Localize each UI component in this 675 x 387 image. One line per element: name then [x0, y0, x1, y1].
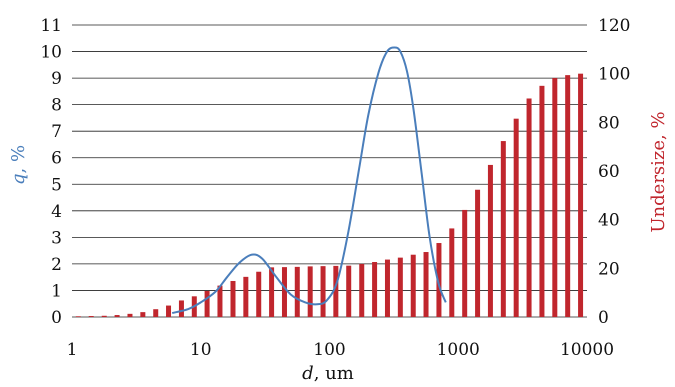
undersize-bar [101, 315, 107, 317]
undersize-bar [269, 267, 275, 317]
y-right-tick-label: 40 [598, 211, 620, 231]
undersize-bar [487, 164, 493, 317]
y-right-tick-label: 0 [598, 308, 609, 328]
undersize-bar [462, 209, 468, 317]
undersize-bar [75, 316, 81, 317]
undersize-bar [359, 263, 365, 317]
y-left-tick-label: 6 [51, 149, 62, 169]
y-left-axis-title: q, % [8, 145, 29, 185]
y-right-tick-label: 120 [598, 16, 630, 36]
undersize-bar [114, 315, 120, 317]
q-series-line [171, 46, 447, 314]
y-left-axis-title-unit: , % [8, 145, 29, 174]
y-left-tick-label: 4 [51, 202, 62, 222]
undersize-bar [204, 290, 210, 317]
y-left-tick-label: 0 [51, 308, 62, 328]
undersize-bar [578, 73, 584, 317]
y-right-tick-label: 60 [598, 162, 620, 182]
y-left-axis-title-var: q [8, 174, 29, 186]
undersize-bar [307, 266, 313, 317]
undersize-bar [500, 141, 506, 317]
undersize-bar [436, 243, 442, 317]
undersize-bar [166, 305, 172, 317]
y-left-tick-label: 10 [40, 43, 62, 63]
undersize-bar [539, 85, 545, 317]
x-tick-label: 1000 [437, 340, 480, 360]
undersize-bar [230, 280, 236, 317]
x-axis-title: d, um [302, 363, 354, 383]
y-right-tick-label: 100 [598, 65, 630, 85]
undersize-bar [217, 285, 223, 317]
undersize-bar [153, 309, 159, 317]
undersize-bar [410, 254, 416, 317]
y-left-tick-label: 7 [51, 122, 62, 142]
y-left-tick-label: 2 [51, 255, 62, 275]
y-left-tick-label: 8 [51, 96, 62, 116]
undersize-bar [384, 259, 390, 317]
undersize-bar [372, 262, 378, 317]
x-axis-title-unit: , um [314, 363, 354, 383]
y-left-tick-label: 1 [51, 281, 62, 301]
y-right-axis-title: Undersize, % [648, 111, 669, 232]
y-left-tick-label: 9 [51, 69, 62, 89]
undersize-bar [526, 98, 532, 318]
undersize-bar [346, 265, 352, 317]
undersize-bar [565, 75, 571, 317]
x-tick-label: 100 [313, 340, 345, 360]
undersize-bar [449, 228, 455, 317]
undersize-bar [178, 300, 184, 317]
y-right-tick-label: 80 [598, 113, 620, 133]
undersize-bar [320, 266, 326, 317]
x-tick-label: 1 [67, 340, 78, 360]
undersize-bar [243, 276, 249, 317]
undersize-bar [513, 118, 519, 318]
undersize-bar [127, 313, 133, 317]
undersize-bar [423, 252, 429, 317]
undersize-bar [294, 266, 300, 317]
undersize-bar [281, 267, 287, 317]
x-axis-title-var: d [302, 363, 314, 383]
y-left-tick-label: 5 [51, 175, 62, 195]
undersize-bar [256, 271, 262, 317]
undersize-bar [397, 257, 403, 317]
undersize-bar [552, 78, 558, 317]
undersize-bar [88, 316, 94, 317]
y-right-tick-label: 20 [598, 259, 620, 279]
y-left-tick-label: 3 [51, 228, 62, 248]
undersize-bar [475, 189, 481, 317]
undersize-bar [333, 265, 339, 317]
y-left-tick-label: 11 [40, 16, 62, 36]
x-tick-label: 10000 [560, 340, 614, 360]
x-tick-label: 10 [190, 340, 212, 360]
undersize-bar [140, 312, 146, 317]
